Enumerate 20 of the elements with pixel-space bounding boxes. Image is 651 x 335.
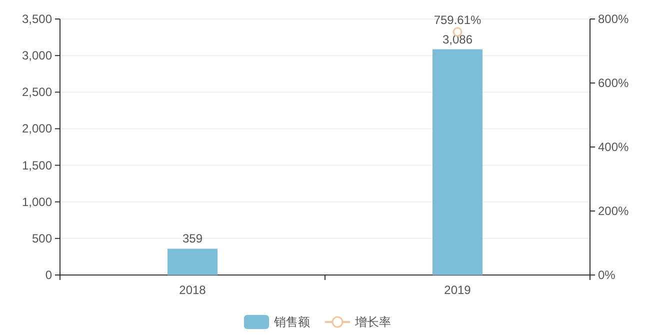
legend-label: 销售额: [273, 315, 310, 329]
y2-tick-label: 0%: [598, 268, 616, 282]
y-tick-label: 1,000: [22, 194, 52, 209]
y-tick-label: 3,000: [22, 48, 52, 63]
y-tick-label: 1,500: [22, 158, 52, 172]
y-tick-label: 2,000: [22, 122, 52, 136]
data-label: 359: [182, 232, 203, 246]
y2-tick-label: 600%: [598, 76, 630, 90]
y2-tick-label: 400%: [598, 140, 630, 154]
y-tick-label: 3,500: [22, 12, 52, 26]
x-tick-label: 2018: [179, 283, 206, 297]
y-tick-label: 0: [45, 268, 52, 282]
y2-tick-label: 800%: [598, 12, 630, 26]
legend-label: 增长率: [354, 315, 391, 329]
x-tick-label: 2019: [444, 283, 472, 297]
y-tick-label: 500: [32, 231, 52, 246]
data-label: 3,086: [442, 32, 473, 46]
y2-tick-label: 200%: [598, 204, 630, 218]
data-label: 759.61%: [434, 12, 482, 27]
y-tick-label: 2,500: [22, 85, 52, 100]
